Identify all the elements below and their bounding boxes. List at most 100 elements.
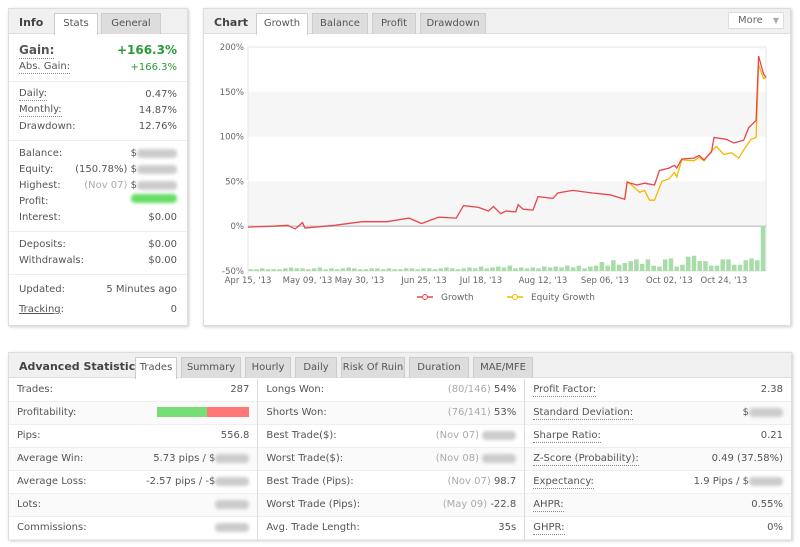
y-tick-label: 200% (220, 43, 244, 53)
stats-column-3: Profit Factor: 2.38 Standard Deviation: $ Sh… (525, 379, 791, 540)
volume-bar (749, 258, 754, 271)
chart-header: Chart Growth Balance Profit Drawdown Mor… (204, 9, 790, 35)
stat-value: 0% (767, 522, 783, 533)
tab-risk-of-ruin[interactable]: Risk Of Ruin (341, 357, 405, 378)
tab-growth[interactable]: Growth (256, 13, 308, 35)
volume-bar (317, 267, 323, 271)
volume-bar (657, 266, 662, 271)
volume-bar (415, 269, 420, 271)
volume-bar (444, 267, 449, 271)
drawdown-value: 12.76% (138, 121, 177, 132)
interest-label: Interest: (19, 212, 61, 223)
withdrawals-label: Withdrawals: (19, 255, 84, 266)
tab-stats[interactable]: Stats (54, 13, 98, 35)
volume-bar (708, 265, 714, 271)
y-tick-label: 100% (220, 133, 244, 143)
volume-bar (524, 268, 530, 271)
stat-value: 53% (493, 407, 517, 418)
volume-bar (490, 267, 495, 271)
x-tick-label: May 09, '13 (283, 276, 333, 286)
tab-duration[interactable]: Duration (409, 357, 469, 378)
grid-band (248, 181, 766, 227)
x-tick-label: Jun 25, '13 (400, 276, 446, 286)
volume-bar (588, 266, 593, 271)
y-tick-label: 150% (220, 88, 244, 98)
stat-label: Average Loss: (17, 476, 87, 487)
redacted-value (749, 407, 783, 417)
volume-bar (449, 268, 455, 271)
stat-row: Best Trade($): (Nov 07) (258, 425, 525, 448)
stat-value: 0.21 (760, 430, 783, 441)
legend-label: Growth (441, 293, 474, 303)
monthly-value: 14.87% (138, 105, 177, 116)
stat-row: Lots: (9, 494, 258, 517)
tab-balance[interactable]: Balance (312, 13, 368, 34)
currency: $ (130, 148, 137, 159)
stat-label: Expectancy: (533, 476, 594, 489)
volume-bar (265, 269, 271, 271)
stat-value: 0.49 (37.58%) (711, 453, 783, 464)
volume-bar (386, 268, 392, 271)
volume-bar (369, 268, 374, 271)
volume-bar (323, 269, 328, 271)
tab-mae-mfe[interactable]: MAE/MFE (473, 357, 533, 378)
updated-label: Updated: (19, 284, 65, 295)
gain-value: +166.3% (116, 43, 177, 57)
currency: $ (130, 164, 137, 175)
stat-row: Standard Deviation: $ (525, 402, 791, 425)
more-label: More (738, 15, 763, 26)
tab-summary[interactable]: Summary (181, 357, 241, 378)
highest-date: (Nov 07) (84, 180, 128, 191)
volume-bar (726, 259, 731, 271)
stat-label: Pips: (17, 430, 41, 441)
volume-bar (409, 268, 415, 271)
tab-daily[interactable]: Daily (295, 357, 337, 378)
volume-bar (357, 269, 363, 271)
redacted-value (482, 453, 517, 463)
tab-general[interactable]: General (101, 13, 161, 34)
advanced-header: Advanced Statistics Trades Summary Hourly D… (9, 353, 791, 379)
chevron-down-icon: ▼ (772, 16, 779, 25)
info-panel: Info Stats General Gain: +166.3% Abs. Gai… (8, 8, 188, 326)
stat-value: 54% (493, 384, 517, 395)
plot-frame (247, 46, 767, 272)
grid-band (248, 91, 766, 137)
stat-row: Average Loss: -2.57 pips / -$ (9, 471, 258, 494)
interest-value: $0.00 (148, 212, 177, 223)
stat-label: Longs Won: (266, 384, 325, 395)
volume-bar (628, 261, 633, 271)
volume-bar (403, 268, 409, 271)
volume-bar (760, 226, 766, 271)
redacted-value (215, 522, 250, 532)
volume-bar (754, 260, 760, 271)
tab-profit[interactable]: Profit (372, 13, 416, 34)
stat-row: AHPR: 0.55% (525, 494, 791, 517)
stat-label: Standard Deviation: (533, 407, 634, 420)
volume-bar (605, 265, 610, 271)
profit-label: Profit: (19, 196, 49, 207)
tab-trades[interactable]: Trades (135, 357, 177, 379)
stats-column-2: Longs Won: (80/146) 54% Shorts Won: (76/141… (258, 379, 526, 540)
volume-bar (455, 269, 461, 271)
tab-drawdown[interactable]: Drawdown (420, 13, 486, 34)
gain-label: Gain: (19, 43, 55, 59)
tab-hourly[interactable]: Hourly (245, 357, 291, 378)
chart-panel: Chart Growth Balance Profit Drawdown Mor… (203, 8, 791, 326)
profitability-bar (157, 407, 250, 417)
stat-row: Worst Trade (Pips): (May 09) -22.8 (258, 494, 525, 517)
more-dropdown[interactable]: More ▼ (728, 12, 784, 29)
chart-title: Chart (214, 16, 249, 29)
stat-row: Pips: 556.8 (9, 425, 258, 448)
tracking-link[interactable]: Tracking (19, 304, 61, 315)
volume-bar (611, 260, 616, 271)
stat-value: 556.8 (220, 430, 250, 441)
volume-bar (691, 255, 697, 271)
legend-label: Equity Growth (531, 293, 595, 303)
redacted-value (215, 476, 250, 486)
stat-label: Commissions: (17, 522, 87, 533)
series-line-equity-growth (624, 64, 767, 201)
monthly-label: Monthly: (19, 104, 62, 117)
volume-bar (576, 265, 582, 271)
volume-bar (421, 268, 426, 271)
volume-bar (294, 268, 300, 271)
